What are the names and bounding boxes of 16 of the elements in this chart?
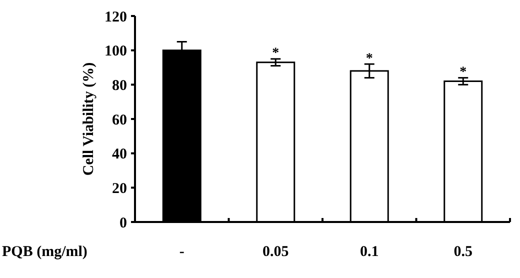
x-tick-label: 0.5 bbox=[454, 244, 472, 260]
x-tick-label: 0.05 bbox=[262, 244, 289, 260]
x-tick-label: 0.1 bbox=[360, 244, 379, 260]
y-tick-label: 0 bbox=[120, 215, 127, 232]
annotation: * bbox=[460, 65, 467, 80]
x-tick-label: - bbox=[179, 244, 184, 260]
y-tick-label: 20 bbox=[112, 180, 127, 197]
y-tick-label: 100 bbox=[104, 44, 127, 60]
y-axis-title: Cell Viability (%) bbox=[81, 62, 97, 176]
y-tick-label: 40 bbox=[112, 146, 127, 163]
x-axis-title: PQB (mg/ml) bbox=[2, 244, 88, 260]
annotation: * bbox=[366, 51, 373, 66]
y-tick-label: 60 bbox=[112, 112, 127, 128]
y-tick-label: 80 bbox=[112, 78, 127, 94]
annotation: * bbox=[272, 46, 280, 62]
y-tick-label: 120 bbox=[104, 9, 127, 26]
